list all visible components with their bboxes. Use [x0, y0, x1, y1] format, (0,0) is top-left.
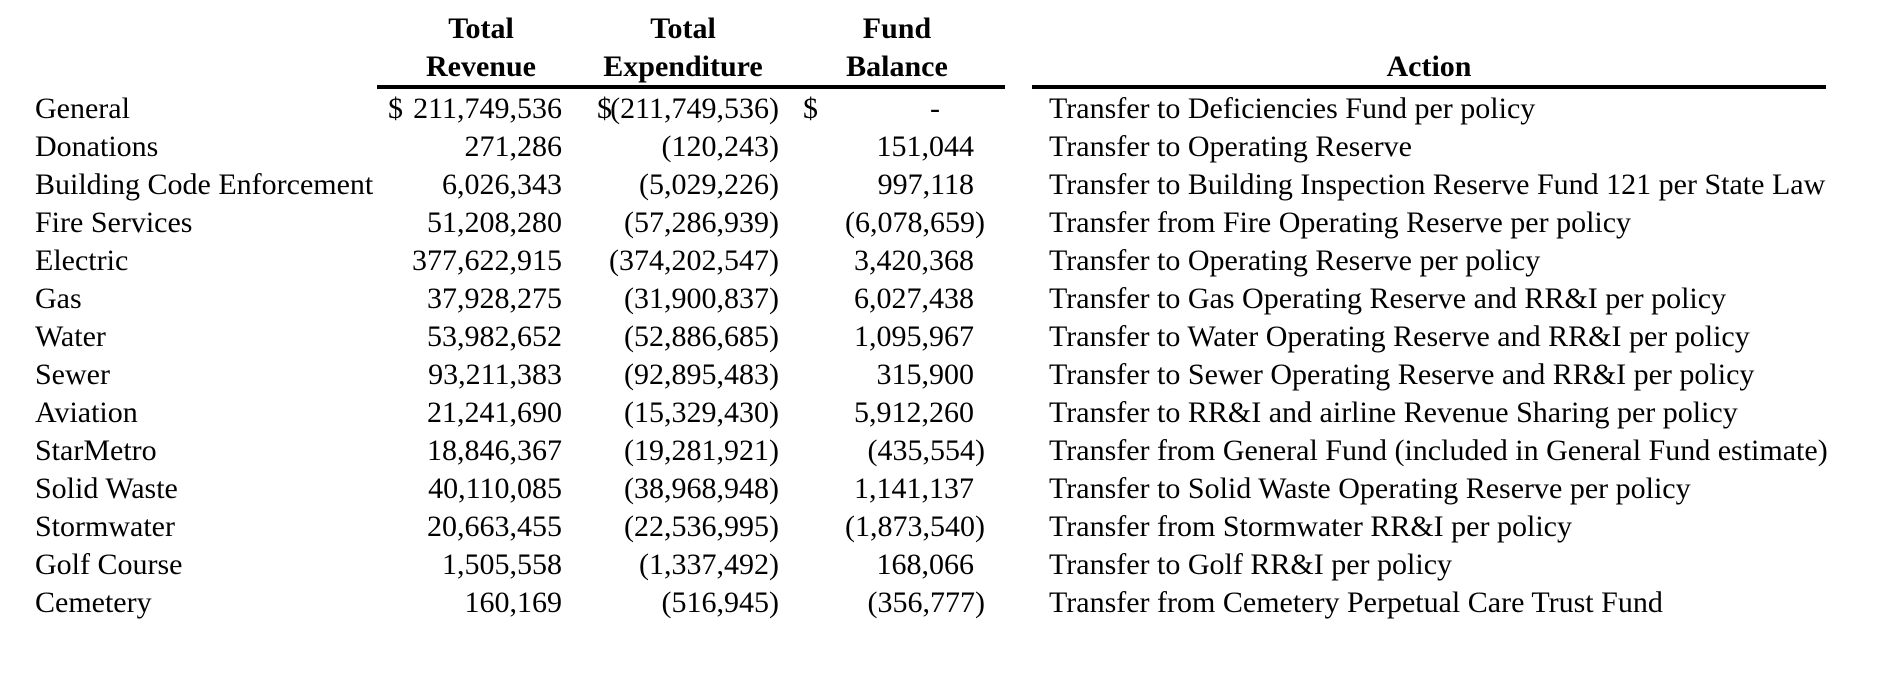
total-revenue-cell: 18,846,367: [427, 434, 562, 467]
total-expenditure-cell: (516,945): [661, 586, 779, 619]
fund-balance-cell: -: [930, 92, 940, 125]
header-action: Action: [1386, 50, 1472, 83]
table-row: Fire Services 51,208,280 (57,286,939) (6,07…: [0, 204, 1891, 242]
total-revenue-cell: 211,749,536: [413, 92, 562, 125]
table-row: Stormwater 20,663,455 (22,536,995) (1,873,5…: [0, 508, 1891, 546]
fund-name-cell: Aviation: [35, 396, 138, 429]
action-cell: Transfer to Solid Waste Operating Reserv…: [1049, 472, 1691, 505]
total-expenditure-cell: (31,900,837): [624, 282, 779, 315]
fund-balance-cell: 1,141,137: [854, 472, 974, 505]
fund-name-cell: Water: [35, 320, 106, 353]
fund-name-cell: Gas: [35, 282, 82, 315]
table-header-row-2: Revenue Expenditure Balance Action: [0, 48, 1891, 86]
action-cell: Transfer to Sewer Operating Reserve and …: [1049, 358, 1755, 391]
table-row: Donations 271,286 (120,243) 151,044 Transfer…: [0, 128, 1891, 166]
total-expenditure-cell: (374,202,547): [609, 244, 779, 277]
revenue-dollar-sign: $: [388, 92, 403, 125]
table-row: Gas 37,928,275 (31,900,837) 6,027,438 Transf…: [0, 280, 1891, 318]
table-row: Sewer 93,211,383 (92,895,483) 315,900 Transf…: [0, 356, 1891, 394]
table-row: Golf Course 1,505,558 (1,337,492) 168,066 Tr…: [0, 546, 1891, 584]
total-revenue-cell: 1,505,558: [442, 548, 562, 581]
total-expenditure-cell: (15,329,430): [624, 396, 779, 429]
total-revenue-cell: 21,241,690: [427, 396, 562, 429]
action-cell: Transfer to Operating Reserve: [1049, 130, 1412, 163]
expenditure-dollar-sign: $: [597, 92, 612, 125]
table-row: General $211,749,536 $ (211,749,536) $ - Trans…: [0, 90, 1891, 128]
total-revenue-cell: 37,928,275: [427, 282, 562, 315]
total-revenue-cell: 271,286: [464, 130, 563, 163]
action-cell: Transfer from Fire Operating Reserve per…: [1049, 206, 1632, 239]
fund-balance-cell: 1,095,967: [854, 320, 974, 353]
fund-name-cell: Donations: [35, 130, 159, 163]
header-total-revenue-line1: Total: [448, 12, 514, 45]
fund-balance-cell: 151,044: [876, 130, 975, 163]
action-cell: Transfer to Operating Reserve per policy: [1049, 244, 1541, 277]
fund-name-cell: Building Code Enforcement: [35, 168, 374, 201]
fund-name-cell: Solid Waste: [35, 472, 178, 505]
total-expenditure-cell: (211,749,536): [610, 92, 779, 125]
action-cell: Transfer to Water Operating Reserve and …: [1049, 320, 1750, 353]
balance-dollar-sign: $: [803, 92, 818, 125]
fund-name-cell: Electric: [35, 244, 129, 277]
table-row: Water 53,982,652 (52,886,685) 1,095,967 Tran…: [0, 318, 1891, 356]
total-expenditure-cell: (19,281,921): [624, 434, 779, 467]
fund-name-cell: General: [35, 92, 130, 125]
fund-balance-cell: (6,078,659): [845, 206, 985, 239]
total-revenue-cell: 6,026,343: [442, 168, 562, 201]
fund-balance-cell: 315,900: [876, 358, 975, 391]
action-cell: Transfer to Golf RR&I per policy: [1049, 548, 1453, 581]
action-column-underline: [1032, 85, 1826, 89]
fund-balance-cell: 168,066: [876, 548, 975, 581]
total-revenue-cell: 40,110,085: [428, 472, 562, 505]
total-revenue-cell: 51,208,280: [427, 206, 562, 239]
fund-name-cell: StarMetro: [35, 434, 157, 467]
header-total-expenditure-line2: Expenditure: [603, 50, 763, 83]
total-revenue-cell: 93,211,383: [428, 358, 562, 391]
total-expenditure-cell: (57,286,939): [624, 206, 779, 239]
table-row: Building Code Enforcement 6,026,343 (5,029…: [0, 166, 1891, 204]
table-row: Electric 377,622,915 (374,202,547) 3,420,36…: [0, 242, 1891, 280]
fund-balance-cell: 997,118: [877, 168, 974, 201]
fund-balance-cell: (356,777): [867, 586, 985, 619]
action-cell: Transfer to Building Inspection Reserve …: [1049, 168, 1826, 201]
table-row: Aviation 21,241,690 (15,329,430) 5,912,260 T…: [0, 394, 1891, 432]
fund-name-cell: Cemetery: [35, 586, 152, 619]
table-header-row-1: Total Total Fund: [0, 10, 1891, 48]
table-row: StarMetro 18,846,367 (19,281,921) (435,554)…: [0, 432, 1891, 470]
header-total-revenue-line2: Revenue: [426, 50, 536, 83]
total-expenditure-cell: (38,968,948): [624, 472, 779, 505]
fund-balance-cell: 3,420,368: [854, 244, 974, 277]
total-expenditure-cell: (22,536,995): [624, 510, 779, 543]
total-expenditure-cell: (1,337,492): [639, 548, 779, 581]
header-total-expenditure-line1: Total: [650, 12, 716, 45]
action-cell: Transfer to Deficiencies Fund per policy: [1049, 92, 1536, 125]
fund-balance-cell: 6,027,438: [854, 282, 974, 315]
action-cell: Transfer from General Fund (included in …: [1049, 434, 1828, 467]
numeric-columns-underline: [377, 85, 1005, 89]
action-cell: Transfer from Stormwater RR&I per policy: [1049, 510, 1572, 543]
fund-name-cell: Fire Services: [35, 206, 193, 239]
table-row: Cemetery 160,169 (516,945) (356,777) Transfe…: [0, 584, 1891, 622]
action-cell: Transfer from Cemetery Perpetual Care Tr…: [1049, 586, 1663, 619]
fund-balance-cell: (435,554): [867, 434, 985, 467]
total-expenditure-cell: (120,243): [661, 130, 779, 163]
total-revenue-cell: 160,169: [464, 586, 563, 619]
total-expenditure-cell: (5,029,226): [639, 168, 779, 201]
header-fund-balance-line2: Balance: [846, 50, 948, 83]
table-row: Solid Waste 40,110,085 (38,968,948) 1,141,1…: [0, 470, 1891, 508]
total-expenditure-cell: (92,895,483): [624, 358, 779, 391]
total-revenue-cell: 377,622,915: [412, 244, 562, 277]
total-revenue-cell: 20,663,455: [427, 510, 562, 543]
fund-balance-cell: 5,912,260: [854, 396, 974, 429]
fund-balance-cell: (1,873,540): [845, 510, 985, 543]
fund-name-cell: Sewer: [35, 358, 110, 391]
total-revenue-cell: 53,982,652: [427, 320, 562, 353]
header-fund-balance-line1: Fund: [862, 12, 932, 45]
action-cell: Transfer to RR&I and airline Revenue Sha…: [1049, 396, 1738, 429]
fund-name-cell: Golf Course: [35, 548, 183, 581]
total-expenditure-cell: (52,886,685): [624, 320, 779, 353]
action-cell: Transfer to Gas Operating Reserve and RR…: [1049, 282, 1727, 315]
fund-name-cell: Stormwater: [35, 510, 175, 543]
